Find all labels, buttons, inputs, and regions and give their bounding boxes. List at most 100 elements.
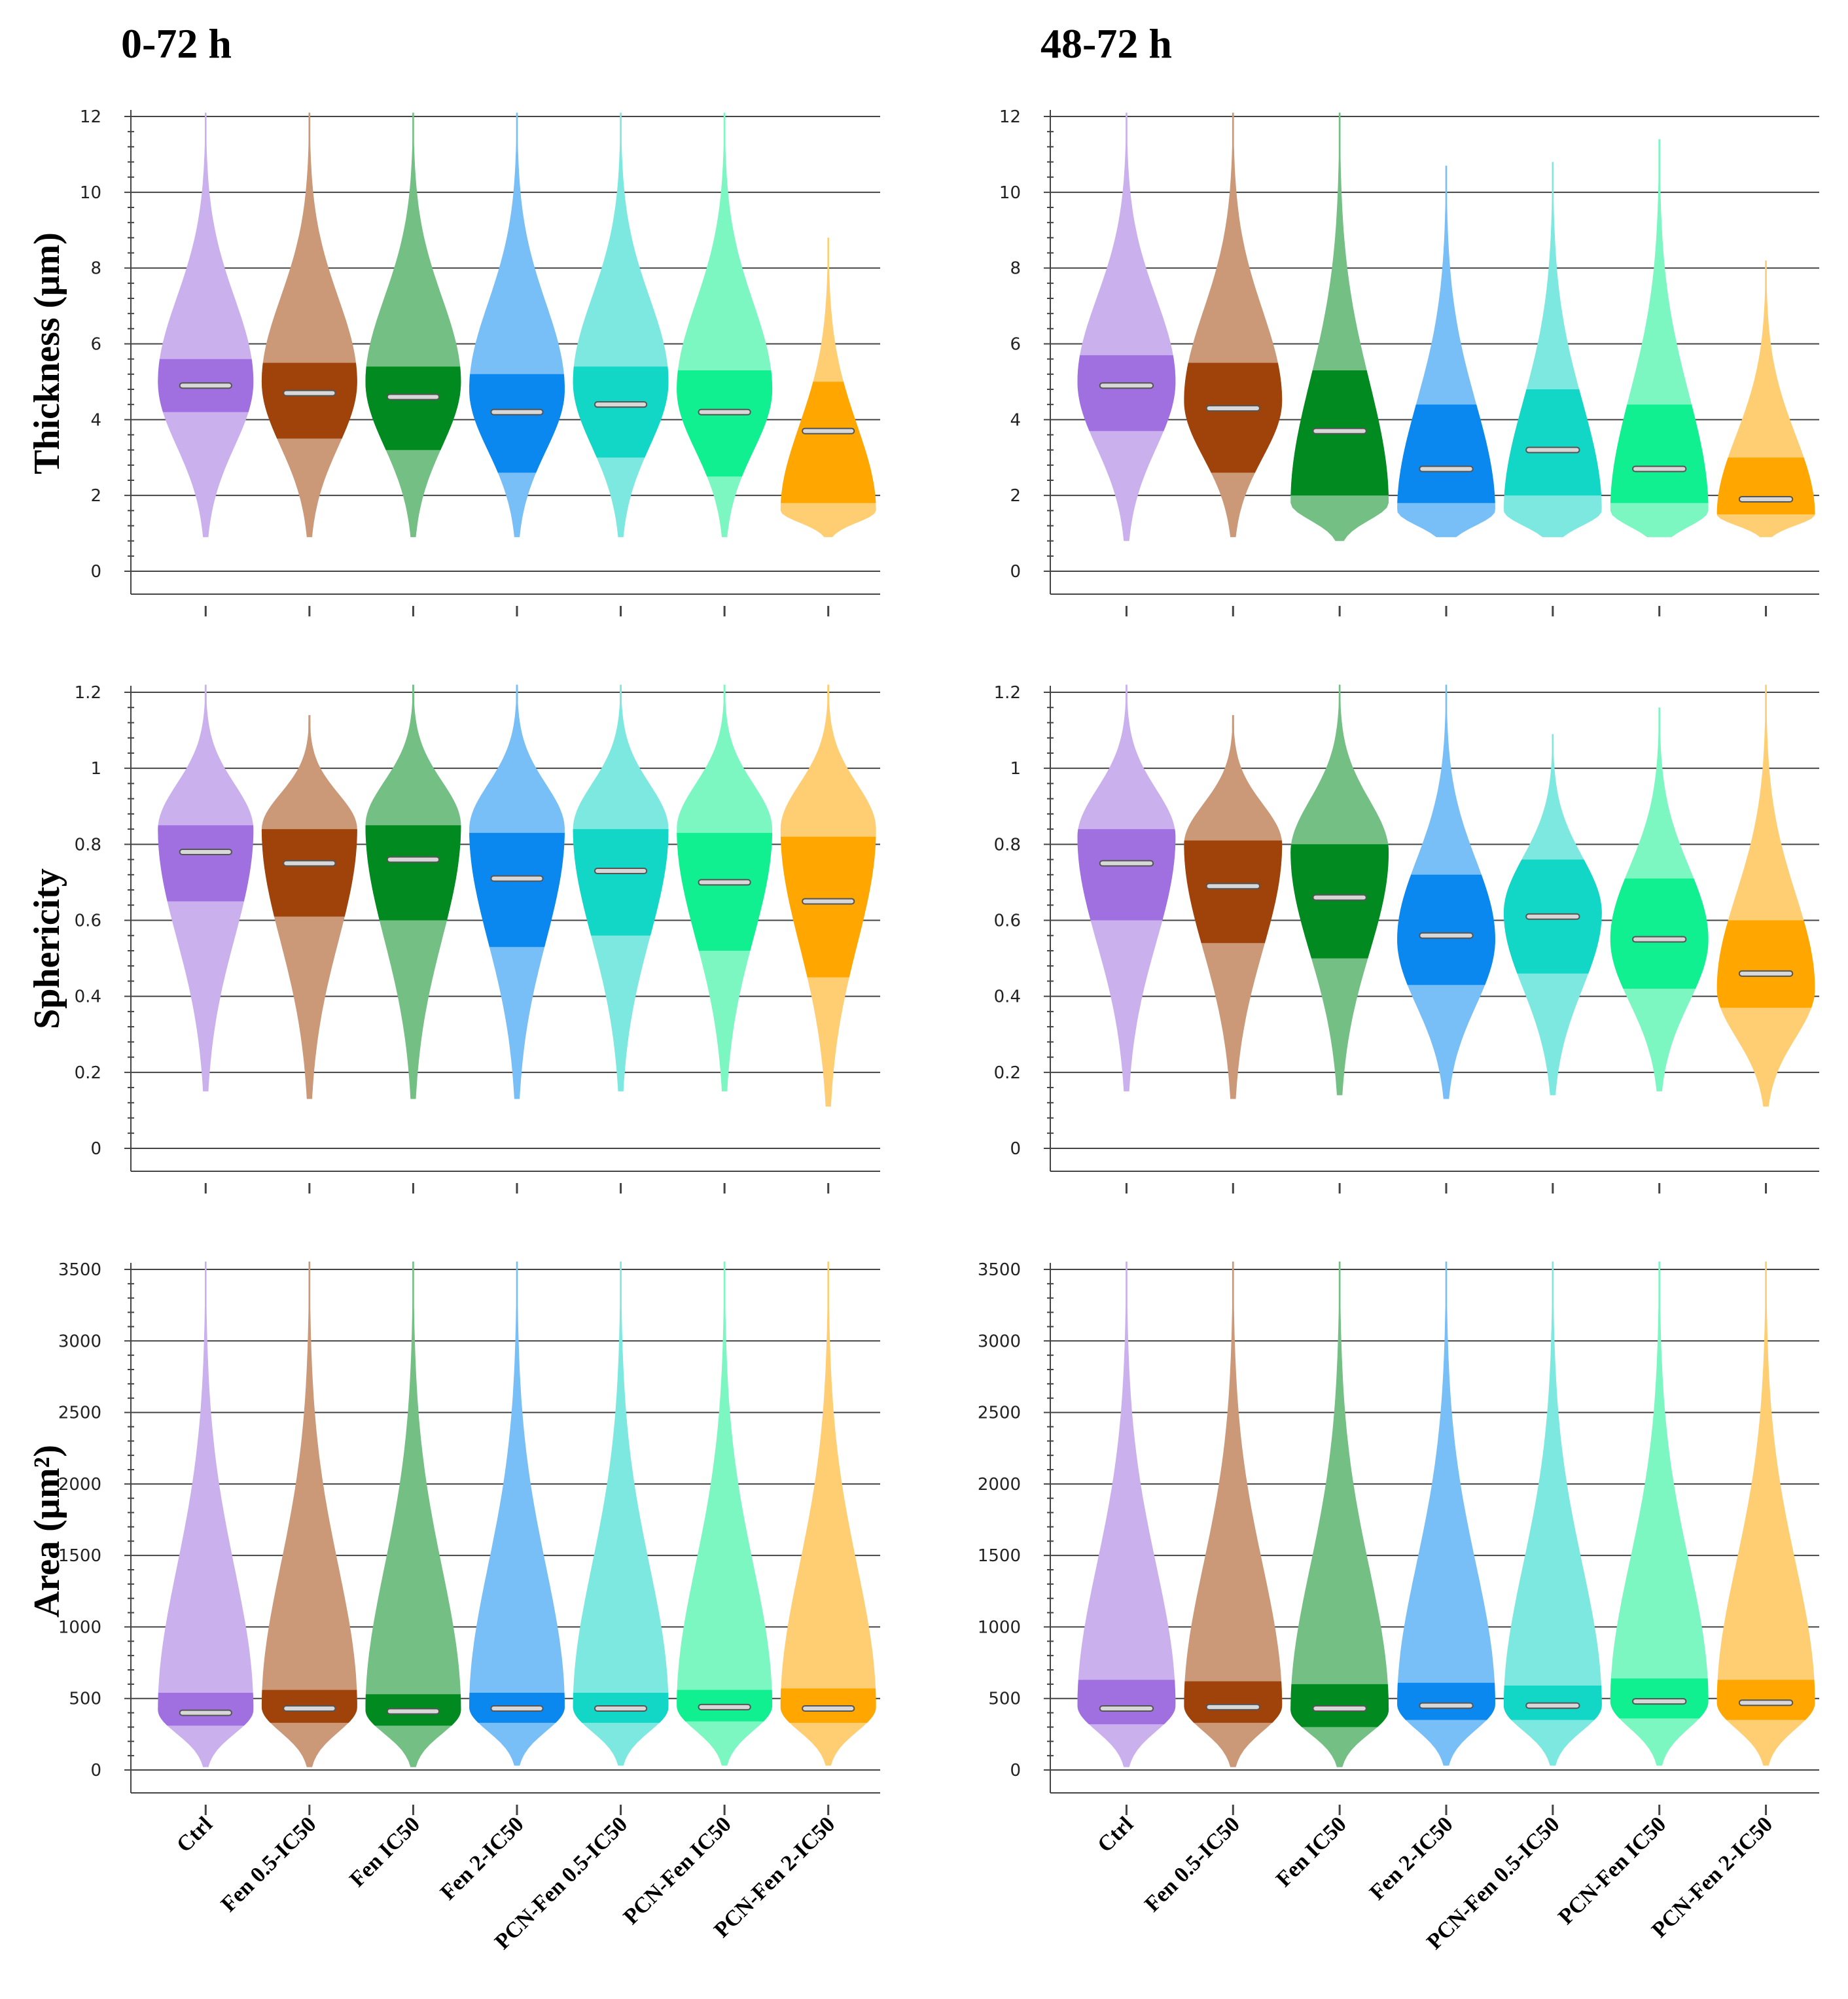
- panel-area-48-72: 0 500 1000 1500 2000 2500 3000 3500 Ctrl Fen 0.5-…: [978, 1260, 1819, 1955]
- median-pcn-fen-ic50: [698, 879, 751, 886]
- median-fen-2-ic50: [490, 408, 544, 416]
- median-pcn-fen-0-5-ic50: [594, 1705, 648, 1712]
- ytick-label: 0.2: [994, 1063, 1021, 1083]
- ytick-label: 6: [90, 335, 101, 355]
- violin-pcn-fen-0-5-ic50: [1503, 734, 1602, 1194]
- median-pcn-fen-2-ic50: [802, 898, 855, 905]
- violin-iqr-fen-2-ic50: [1397, 874, 1495, 985]
- ytick-label: 0.8: [994, 835, 1021, 855]
- violin-outer-fen-ic50: [365, 113, 461, 537]
- violin-iqr-pcn-fen-2-ic50: [1716, 920, 1815, 1008]
- ytick-label: 1000: [978, 1618, 1021, 1637]
- violin-fen-2-ic50: [469, 684, 565, 1194]
- ytick-label: 3000: [978, 1332, 1021, 1351]
- violin-iqr-fen-ic50: [365, 366, 461, 450]
- category-label: Fen 2-IC50: [1365, 1812, 1458, 1905]
- ytick-label: 12: [999, 107, 1021, 127]
- violin-pcn-fen-ic50: [677, 113, 773, 616]
- category-label: Ctrl: [172, 1812, 217, 1857]
- median-fen-0-5-ic50: [1205, 883, 1260, 890]
- violin-fen-ic50: [1290, 113, 1389, 616]
- median-fen-0-5-ic50: [1205, 1703, 1260, 1710]
- violin-iqr-ctrl: [1077, 829, 1176, 921]
- ytick-label: 3500: [978, 1260, 1021, 1280]
- median-fen-0-5-ic50: [283, 389, 336, 397]
- ytick-label: 1.2: [994, 683, 1021, 703]
- violin-fen-2-ic50: [1397, 684, 1495, 1194]
- ytick-label: 12: [80, 107, 101, 127]
- panel-thickness-48-72: 0 2 4 6 8 10 12: [999, 107, 1819, 616]
- panel-thickness-0-72: 0 2 4 6 8 10 12: [80, 107, 880, 616]
- violin-pcn-fen-0-5-ic50: [573, 113, 669, 616]
- violin-fen-2-ic50: Fen 2-IC50: [1365, 1262, 1495, 1905]
- median-fen-2-ic50: [490, 875, 544, 882]
- violin-iqr-pcn-fen-2-ic50: [780, 836, 876, 978]
- median-fen-2-ic50: [1419, 932, 1474, 939]
- violin-outer-ctrl: [1077, 1262, 1176, 1767]
- category-label: Fen IC50: [345, 1812, 425, 1892]
- median-ctrl: [1099, 1705, 1154, 1712]
- violin-outer-pcn-fen-2-ic50: [1716, 1262, 1815, 1766]
- violin-iqr-fen-2-ic50: [1397, 1682, 1495, 1720]
- violin-ctrl: [158, 113, 254, 616]
- violin-pcn-fen-2-ic50: [780, 238, 876, 616]
- category-label: PCN-Fen IC50: [1554, 1812, 1671, 1929]
- ytick-label: 2: [90, 486, 101, 506]
- category-label: Fen IC50: [1271, 1812, 1351, 1892]
- violin-outer-pcn-fen-0-5-ic50: [1504, 1262, 1602, 1766]
- violin-fen-ic50: [365, 684, 461, 1194]
- violin-iqr-fen-0-5-ic50: [261, 363, 357, 439]
- median-pcn-fen-0-5-ic50: [1525, 913, 1580, 920]
- violin-outer-fen-0-5-ic50: [1184, 1262, 1283, 1767]
- violin-fen-0-5-ic50: [1184, 715, 1283, 1194]
- ytick-label: 1: [90, 759, 101, 779]
- violin-ctrl: Ctrl: [1077, 1262, 1176, 1857]
- category-label: Ctrl: [1093, 1812, 1138, 1857]
- ytick-label: 1: [1010, 759, 1021, 779]
- ytick-label: 0: [1010, 1139, 1021, 1159]
- median-pcn-fen-2-ic50: [802, 427, 855, 434]
- violin-iqr-pcn-fen-ic50: [677, 370, 773, 477]
- ytick-label: 0: [90, 1139, 101, 1159]
- median-fen-ic50: [1312, 1705, 1367, 1712]
- category-label: PCN-Fen IC50: [619, 1812, 736, 1929]
- panel-sphericity-0-72: 0 0.2 0.4 0.6 0.8 1 1.2: [75, 683, 880, 1194]
- title-0-72h: 0-72 h: [121, 20, 232, 67]
- violin-outer-pcn-fen-0-5-ic50: [573, 1262, 669, 1766]
- median-pcn-fen-2-ic50: [1738, 970, 1794, 977]
- ytick-label: 0.6: [75, 911, 101, 931]
- violin-pcn-fen-ic50: [1610, 139, 1709, 616]
- ytick-label: 0.4: [75, 987, 101, 1007]
- violin-iqr-ctrl: [158, 825, 254, 902]
- ytick-label: 2: [1010, 486, 1021, 506]
- violin-iqr-fen-ic50: [1290, 844, 1389, 959]
- median-pcn-fen-ic50: [1632, 1698, 1687, 1705]
- violin-iqr-pcn-fen-ic50: [677, 832, 772, 951]
- ytick-label: 1000: [58, 1618, 101, 1637]
- violin-fen-0-5-ic50: [261, 715, 357, 1194]
- violin-iqr-pcn-fen-ic50: [1610, 878, 1709, 989]
- violin-iqr-fen-0-5-ic50: [261, 829, 357, 917]
- ytick-label: 1500: [978, 1546, 1021, 1566]
- violin-outer-pcn-fen-0-5-ic50: [573, 113, 669, 537]
- violin-iqr-ctrl: [1077, 1680, 1176, 1725]
- median-ctrl: [179, 1709, 232, 1716]
- ytick-label: 500: [988, 1689, 1021, 1709]
- violin-outer-fen-2-ic50: [469, 113, 565, 537]
- violin-ctrl: [158, 684, 254, 1194]
- category-label: Fen 2-IC50: [436, 1812, 529, 1905]
- median-ctrl: [179, 382, 232, 389]
- violin-fen-0-5-ic50: [1184, 113, 1283, 616]
- median-ctrl: [1099, 860, 1154, 867]
- median-pcn-fen-2-ic50: [1738, 1699, 1794, 1707]
- median-fen-0-5-ic50: [283, 1705, 336, 1712]
- violin-fen-2-ic50: [469, 113, 565, 616]
- panel-sphericity-48-72: 0 0.2 0.4 0.6 0.8 1 1.2: [994, 683, 1819, 1194]
- violin-outer-fen-2-ic50: [469, 1262, 565, 1766]
- violin-iqr-ctrl: [158, 1693, 254, 1726]
- ytick-label: 4: [90, 410, 101, 430]
- violin-fen-2-ic50: Fen 2-IC50: [436, 1262, 565, 1905]
- ytick-label: 8: [1010, 259, 1021, 279]
- violin-outer-fen-0-5-ic50: [1184, 113, 1283, 537]
